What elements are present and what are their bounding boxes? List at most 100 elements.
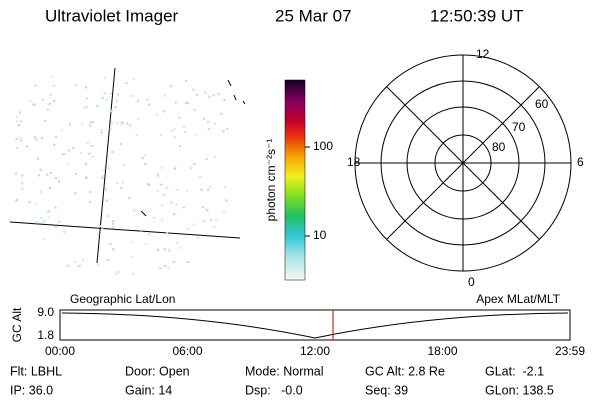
speckle <box>21 187 24 190</box>
speckle <box>128 197 131 199</box>
speckle <box>111 220 114 222</box>
speckle <box>133 78 136 81</box>
speckle <box>100 131 103 134</box>
speckle <box>97 233 100 236</box>
speckle <box>81 123 84 126</box>
speckle <box>52 85 55 87</box>
timeline-x-tick: 23:59 <box>555 344 585 358</box>
info-field: Mode: Normal <box>245 364 324 378</box>
speckle <box>15 172 17 175</box>
speckle <box>40 217 43 220</box>
speckle <box>34 84 37 87</box>
speckle <box>53 143 56 146</box>
speckle <box>101 96 104 99</box>
speckle <box>205 158 208 161</box>
speckle <box>48 103 51 105</box>
speckle <box>207 127 210 130</box>
speckle <box>79 152 82 155</box>
speckle <box>58 220 61 223</box>
speckle <box>86 142 89 145</box>
speckle <box>178 116 181 119</box>
speckle <box>111 151 114 153</box>
speckle <box>58 180 60 183</box>
speckle <box>174 168 177 170</box>
speckle <box>192 223 195 226</box>
speckle <box>28 201 31 204</box>
speckle <box>91 121 94 124</box>
speckle <box>170 129 173 132</box>
tick-mark <box>140 210 147 217</box>
speckle <box>82 259 84 262</box>
speckle <box>40 137 43 140</box>
speckle <box>222 130 225 133</box>
speckle <box>45 211 48 214</box>
lat-label: 80 <box>492 140 506 154</box>
speckle <box>153 216 155 219</box>
speckle <box>15 120 18 123</box>
speckle <box>115 100 118 102</box>
speckle <box>141 157 144 160</box>
speckle <box>104 76 107 79</box>
speckle <box>161 204 164 207</box>
speckle <box>84 162 87 165</box>
lat-label: 60 <box>535 97 549 111</box>
speckle <box>54 225 57 228</box>
tick-mark <box>227 79 232 87</box>
timeline-y-tick: 9.0 <box>37 305 54 319</box>
speckle <box>17 124 20 127</box>
speckle <box>190 167 193 169</box>
speckle <box>195 133 198 136</box>
title: Ultraviolet Imager <box>45 6 179 25</box>
speckle <box>105 99 108 102</box>
timeline-right-label: Apex MLat/MLT <box>476 292 560 306</box>
speckle <box>131 256 134 259</box>
speckle <box>105 199 108 202</box>
speckle <box>195 93 198 96</box>
speckle <box>21 182 24 185</box>
speckle <box>101 175 104 178</box>
speckle <box>32 103 35 106</box>
speckle <box>215 218 217 221</box>
speckle <box>103 169 106 171</box>
speckle <box>223 99 226 102</box>
speckle <box>107 167 110 170</box>
speckle <box>148 183 151 186</box>
speckle <box>173 213 176 216</box>
speckle <box>46 108 49 111</box>
info-field: Gain: 14 <box>125 383 172 397</box>
info-field: Flt: LBHL <box>10 364 62 378</box>
speckle <box>89 124 92 127</box>
speckle <box>89 121 92 124</box>
speckle <box>213 225 216 228</box>
speckle <box>121 123 123 126</box>
speckle <box>163 248 166 251</box>
speckle <box>68 123 71 126</box>
speckle <box>132 273 135 275</box>
tick-mark <box>242 100 246 105</box>
speckle <box>223 210 225 213</box>
speckle <box>185 102 187 105</box>
speckle <box>117 270 120 273</box>
speckle <box>103 92 106 95</box>
speckle <box>183 126 185 129</box>
speckle <box>170 85 173 88</box>
timeline-x-ticks: 00:00 06:00 12:00 18:00 23:59 <box>45 344 585 358</box>
speckle <box>144 162 147 165</box>
speckle <box>183 206 185 209</box>
speckle <box>157 173 160 176</box>
speckle <box>26 145 28 148</box>
speckle <box>161 219 164 222</box>
speckle <box>114 106 117 109</box>
speckle <box>135 134 138 137</box>
speckle <box>120 187 123 190</box>
parallel-line <box>9 221 241 239</box>
speckle <box>209 219 212 222</box>
speckle <box>174 101 177 104</box>
speckle <box>54 206 57 209</box>
speckle <box>157 174 160 177</box>
speckle <box>201 205 204 208</box>
speckle <box>39 190 42 193</box>
speckle <box>97 264 100 267</box>
speckle <box>109 242 112 245</box>
